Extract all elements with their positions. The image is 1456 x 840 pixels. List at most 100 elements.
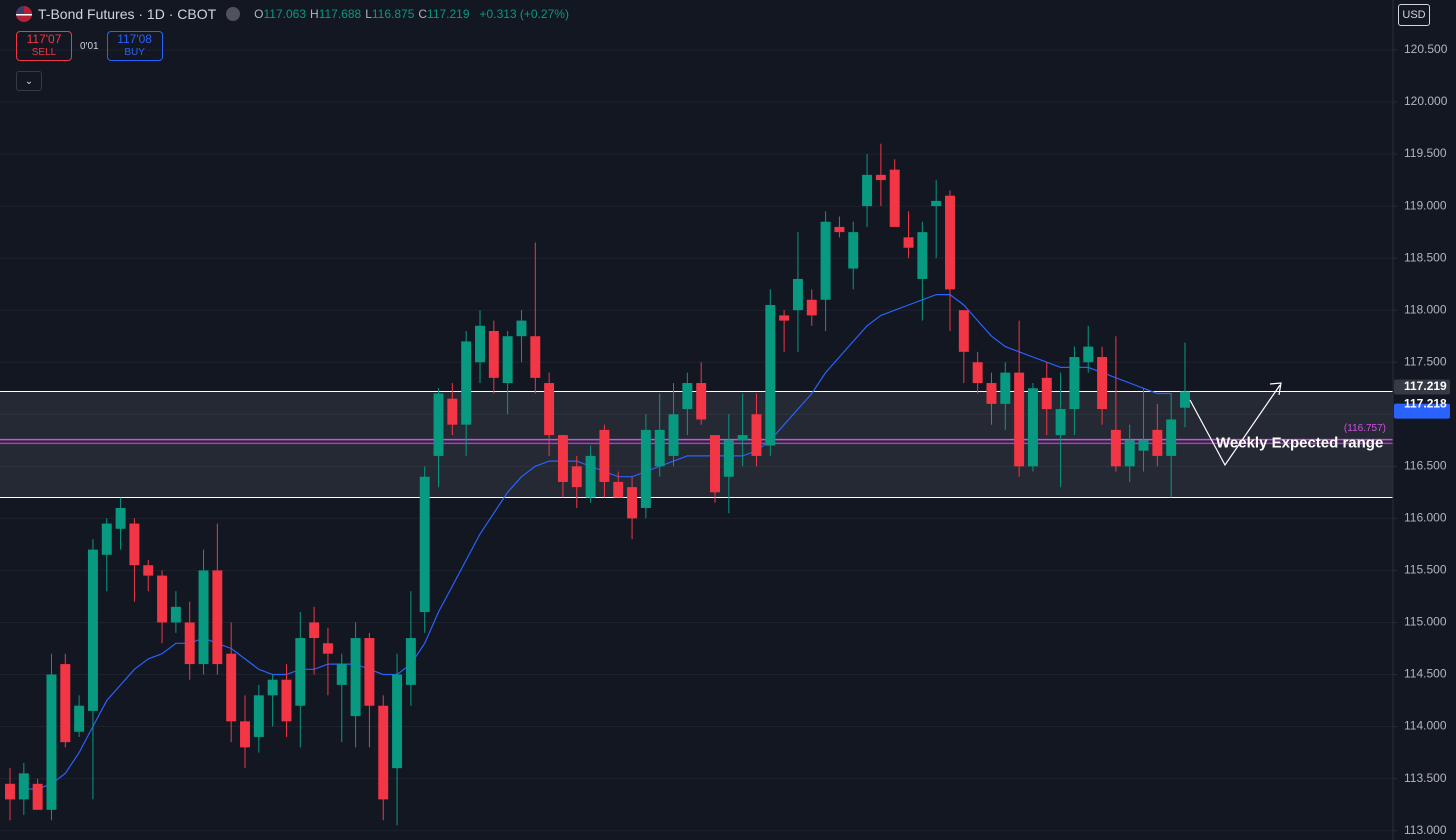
candle-body: [627, 487, 638, 519]
candle-body: [1027, 388, 1038, 467]
ohlc-key: O: [254, 7, 264, 21]
ohlc-key: L: [365, 7, 372, 21]
candle-body: [1180, 391, 1190, 408]
candle-body: [889, 169, 900, 227]
sell-price: 117'07: [26, 32, 62, 46]
candle-body: [447, 398, 458, 425]
candle-body: [640, 429, 651, 508]
candle-body: [1166, 419, 1177, 456]
candle-body: [309, 622, 320, 639]
price-tag: [1394, 379, 1450, 395]
candle-body: [378, 705, 389, 800]
sell-label: SELL: [31, 47, 57, 58]
candle-body: [779, 315, 790, 321]
y-tick-label: 115.500: [1404, 563, 1447, 577]
candle-body: [60, 664, 71, 743]
candle-body: [1041, 377, 1052, 410]
flag-icon: [16, 6, 32, 22]
candle-body: [917, 232, 928, 279]
candle-body: [129, 523, 140, 566]
candle-body: [74, 705, 85, 732]
ohlc-values: O117.063 H117.688 L116.875 C117.219: [254, 7, 473, 21]
candle-body: [723, 440, 734, 477]
candle-body: [710, 435, 720, 493]
status-icon: [226, 7, 241, 21]
candle-body: [32, 783, 43, 810]
candle-body: [654, 429, 665, 467]
candle-body: [931, 200, 942, 207]
candle-body: [18, 773, 29, 800]
currency-button[interactable]: USD: [1398, 4, 1430, 26]
y-tick-label: 113.000: [1404, 823, 1447, 837]
candle-body: [1014, 372, 1025, 467]
candle-body: [226, 653, 237, 722]
candle-body: [875, 174, 886, 181]
candle-body: [1083, 346, 1094, 363]
candle-body: [585, 455, 596, 498]
candle-body: [696, 383, 707, 420]
y-tick-label: 113.500: [1404, 771, 1447, 785]
candle-body: [5, 783, 15, 800]
collapse-button[interactable]: ⌄: [16, 71, 42, 91]
candle-body: [212, 570, 223, 665]
candle-body: [184, 622, 195, 665]
candle-body: [958, 310, 969, 352]
candle-body: [101, 523, 112, 555]
y-tick-label: 119.000: [1404, 198, 1447, 212]
candle-body: [488, 331, 499, 378]
candle-body: [295, 638, 306, 706]
candle-body: [1124, 440, 1135, 467]
candle-body: [87, 549, 98, 711]
ohlc-key: H: [310, 7, 319, 21]
candle-body: [392, 674, 403, 769]
sell-button[interactable]: 117'07 SELL: [16, 31, 72, 61]
price-tag-label: 117.219: [1404, 379, 1447, 393]
candle-body: [571, 466, 582, 488]
buy-button[interactable]: 117'08 BUY: [106, 31, 163, 61]
y-tick-label: 119.500: [1404, 146, 1447, 160]
y-tick-label: 116.000: [1404, 511, 1447, 525]
spread: 0'01: [80, 40, 99, 52]
ohlc-value: 117.219: [427, 7, 470, 21]
y-tick-label: 118.500: [1404, 250, 1447, 264]
candle-body: [1152, 429, 1163, 456]
candle-body: [986, 383, 997, 404]
candle-body: [544, 383, 555, 436]
expected-range-label: Weekly Expected range: [1216, 435, 1383, 452]
candle-body: [350, 638, 361, 717]
trade-buttons: 117'07 SELL 0'01 117'08 BUY: [16, 31, 163, 61]
candle-body: [198, 570, 209, 665]
buy-price: 117'08: [117, 32, 152, 46]
candle-body: [1097, 357, 1108, 410]
candle-body: [599, 429, 610, 482]
candle-body: [322, 643, 333, 654]
candle-body: [170, 606, 181, 623]
candle-body: [806, 299, 817, 316]
candle-body: [364, 638, 375, 706]
price-change: +0.313 (+0.27%): [479, 7, 569, 21]
candle-body: [682, 383, 693, 410]
candle-body: [157, 575, 168, 623]
marker-line-label: (116.757): [1344, 423, 1386, 434]
candle-body: [613, 481, 624, 498]
candle-body: [502, 336, 513, 384]
candle-body: [281, 679, 292, 722]
candle-body: [1110, 429, 1121, 467]
candle-body: [267, 679, 278, 696]
candle-body: [1000, 372, 1011, 404]
candle-body: [530, 336, 541, 378]
candle-body: [475, 325, 485, 363]
candle-body: [240, 721, 250, 748]
ohlc-value: 116.875: [371, 7, 415, 21]
symbol-title[interactable]: T-Bond Futures · 1D · CBOT: [38, 6, 217, 22]
price-axis: 113.000 113.500 114.000 114.500 115.000 115.5…: [1393, 42, 1450, 837]
candle-body: [557, 435, 568, 482]
candle-body: [1138, 440, 1149, 451]
candle-body: [405, 638, 416, 685]
candle-body: [834, 226, 845, 233]
candle-body: [516, 320, 527, 337]
candle-body: [668, 414, 679, 456]
y-tick-label: 120.000: [1404, 94, 1448, 108]
